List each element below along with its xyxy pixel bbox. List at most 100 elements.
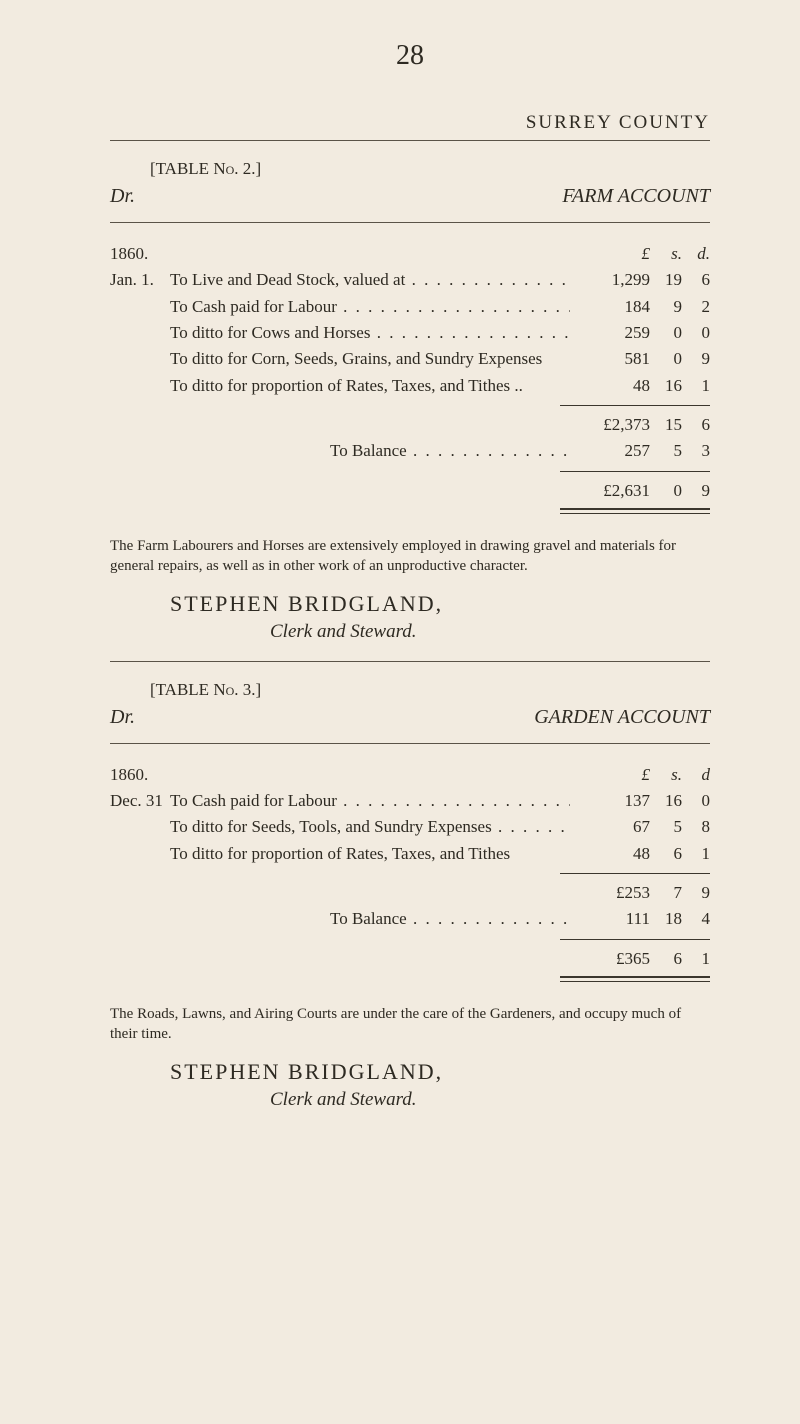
role-1: Clerk and Steward.	[270, 621, 710, 643]
subtotal-s: 7	[650, 880, 682, 906]
account-title: FARM ACCOUNT	[562, 185, 710, 208]
subtotal-L: £253	[570, 880, 650, 906]
row-L: 67	[570, 814, 650, 840]
row-s: 0	[650, 320, 682, 346]
table-row: Jan. 1. To Live and Dead Stock, valued a…	[110, 267, 710, 293]
subtotal-s: 15	[650, 412, 682, 438]
dr-label: Dr.	[110, 706, 135, 729]
pence-header: d	[682, 762, 710, 788]
row-s: 6	[650, 841, 682, 867]
row-s: 5	[650, 814, 682, 840]
total-d: 1	[682, 946, 710, 972]
total-L: £365	[570, 946, 650, 972]
year-1860: 1860.	[110, 241, 170, 267]
author-2: STEPHEN BRIDGLAND,	[170, 1059, 710, 1085]
table-row: To ditto for Corn, Seeds, Grains, and Su…	[110, 346, 710, 372]
row-d: 0	[682, 320, 710, 346]
ledger-2: 1860. £ s. d Dec. 31 To Cash paid for La…	[110, 762, 710, 982]
balance-s: 5	[650, 438, 682, 464]
subtotal-L: £2,373	[570, 412, 650, 438]
row-desc: To ditto for proportion of Rates, Taxes,…	[170, 373, 570, 399]
money-header-row: 1860. £ s. d.	[110, 241, 710, 267]
sum-rule-heavy	[560, 976, 710, 982]
year-1860-b: 1860.	[110, 762, 170, 788]
row-desc: To Cash paid for Labour	[170, 294, 570, 320]
row-d: 1	[682, 373, 710, 399]
balance-d: 4	[682, 906, 710, 932]
row-s: 9	[650, 294, 682, 320]
subtotal-d: 9	[682, 880, 710, 906]
dr-header-1: Dr. FARM ACCOUNT	[110, 185, 710, 208]
money-header-row: 1860. £ s. d	[110, 762, 710, 788]
dr-header-2: Dr. GARDEN ACCOUNT	[110, 706, 710, 729]
total-d: 9	[682, 478, 710, 504]
table-row: To ditto for Seeds, Tools, and Sundry Ex…	[110, 814, 710, 840]
subtotal-d: 6	[682, 412, 710, 438]
subtotal-row: £2,373 15 6	[110, 412, 710, 438]
balance-L: 257	[570, 438, 650, 464]
row-L: 48	[570, 841, 650, 867]
author-1: STEPHEN BRIDGLAND,	[170, 591, 710, 617]
rule	[110, 661, 710, 662]
rule	[110, 743, 710, 744]
total-L: £2,631	[570, 478, 650, 504]
pound-header: £	[570, 241, 650, 267]
total-s: 6	[650, 946, 682, 972]
row-desc: To ditto for Cows and Horses	[170, 320, 570, 346]
table-row: To ditto for proportion of Rates, Taxes,…	[110, 373, 710, 399]
sum-rule	[560, 873, 710, 874]
sum-rule	[560, 939, 710, 940]
table-row: To Cash paid for Labour 184 9 2	[110, 294, 710, 320]
sum-rule	[560, 471, 710, 472]
sum-rule-heavy	[560, 508, 710, 514]
row-L: 259	[570, 320, 650, 346]
balance-row: To Balance 257 5 3	[110, 438, 710, 464]
row-L: 137	[570, 788, 650, 814]
row-d: 0	[682, 788, 710, 814]
row-s: 16	[650, 788, 682, 814]
balance-d: 3	[682, 438, 710, 464]
account-title: GARDEN ACCOUNT	[534, 706, 710, 729]
header-surrey-county: SURREY COUNTY	[110, 112, 710, 134]
row-s: 16	[650, 373, 682, 399]
date-dec-31: Dec. 31	[110, 788, 170, 814]
row-desc: To ditto for proportion of Rates, Taxes,…	[170, 841, 570, 867]
row-d: 8	[682, 814, 710, 840]
row-d: 6	[682, 267, 710, 293]
ledger-1: 1860. £ s. d. Jan. 1. To Live and Dead S…	[110, 241, 710, 514]
row-L: 581	[570, 346, 650, 372]
row-d: 2	[682, 294, 710, 320]
total-row: £2,631 0 9	[110, 478, 710, 504]
subtotal-row: £253 7 9	[110, 880, 710, 906]
sum-rule	[560, 405, 710, 406]
page-number: 28	[110, 40, 710, 72]
row-d: 9	[682, 346, 710, 372]
dr-label: Dr.	[110, 185, 135, 208]
balance-s: 18	[650, 906, 682, 932]
role-2: Clerk and Steward.	[270, 1089, 710, 1111]
row-desc: To Cash paid for Labour	[170, 788, 570, 814]
balance-row: To Balance 111 18 4	[110, 906, 710, 932]
table-row: To ditto for proportion of Rates, Taxes,…	[110, 841, 710, 867]
row-L: 184	[570, 294, 650, 320]
row-desc: To ditto for Seeds, Tools, and Sundry Ex…	[170, 814, 570, 840]
table-number-2: [TABLE No. 3.]	[150, 680, 710, 700]
garden-note: The Roads, Lawns, and Airing Courts are …	[110, 1004, 710, 1045]
table-row: To ditto for Cows and Horses 259 0 0	[110, 320, 710, 346]
row-s: 19	[650, 267, 682, 293]
row-L: 48	[570, 373, 650, 399]
row-s: 0	[650, 346, 682, 372]
balance-label: To Balance	[170, 438, 570, 464]
table-number-1: [TABLE No. 2.]	[150, 159, 710, 179]
shilling-header: s.	[650, 241, 682, 267]
row-desc: To Live and Dead Stock, valued at	[170, 267, 570, 293]
rule	[110, 140, 710, 141]
date-jan-1: Jan. 1.	[110, 267, 170, 293]
balance-L: 111	[570, 906, 650, 932]
row-desc: To ditto for Corn, Seeds, Grains, and Su…	[170, 346, 570, 372]
balance-label: To Balance	[170, 906, 570, 932]
pence-header: d.	[682, 241, 710, 267]
farm-note: The Farm Labourers and Horses are extens…	[110, 536, 710, 577]
rule	[110, 222, 710, 223]
row-d: 1	[682, 841, 710, 867]
